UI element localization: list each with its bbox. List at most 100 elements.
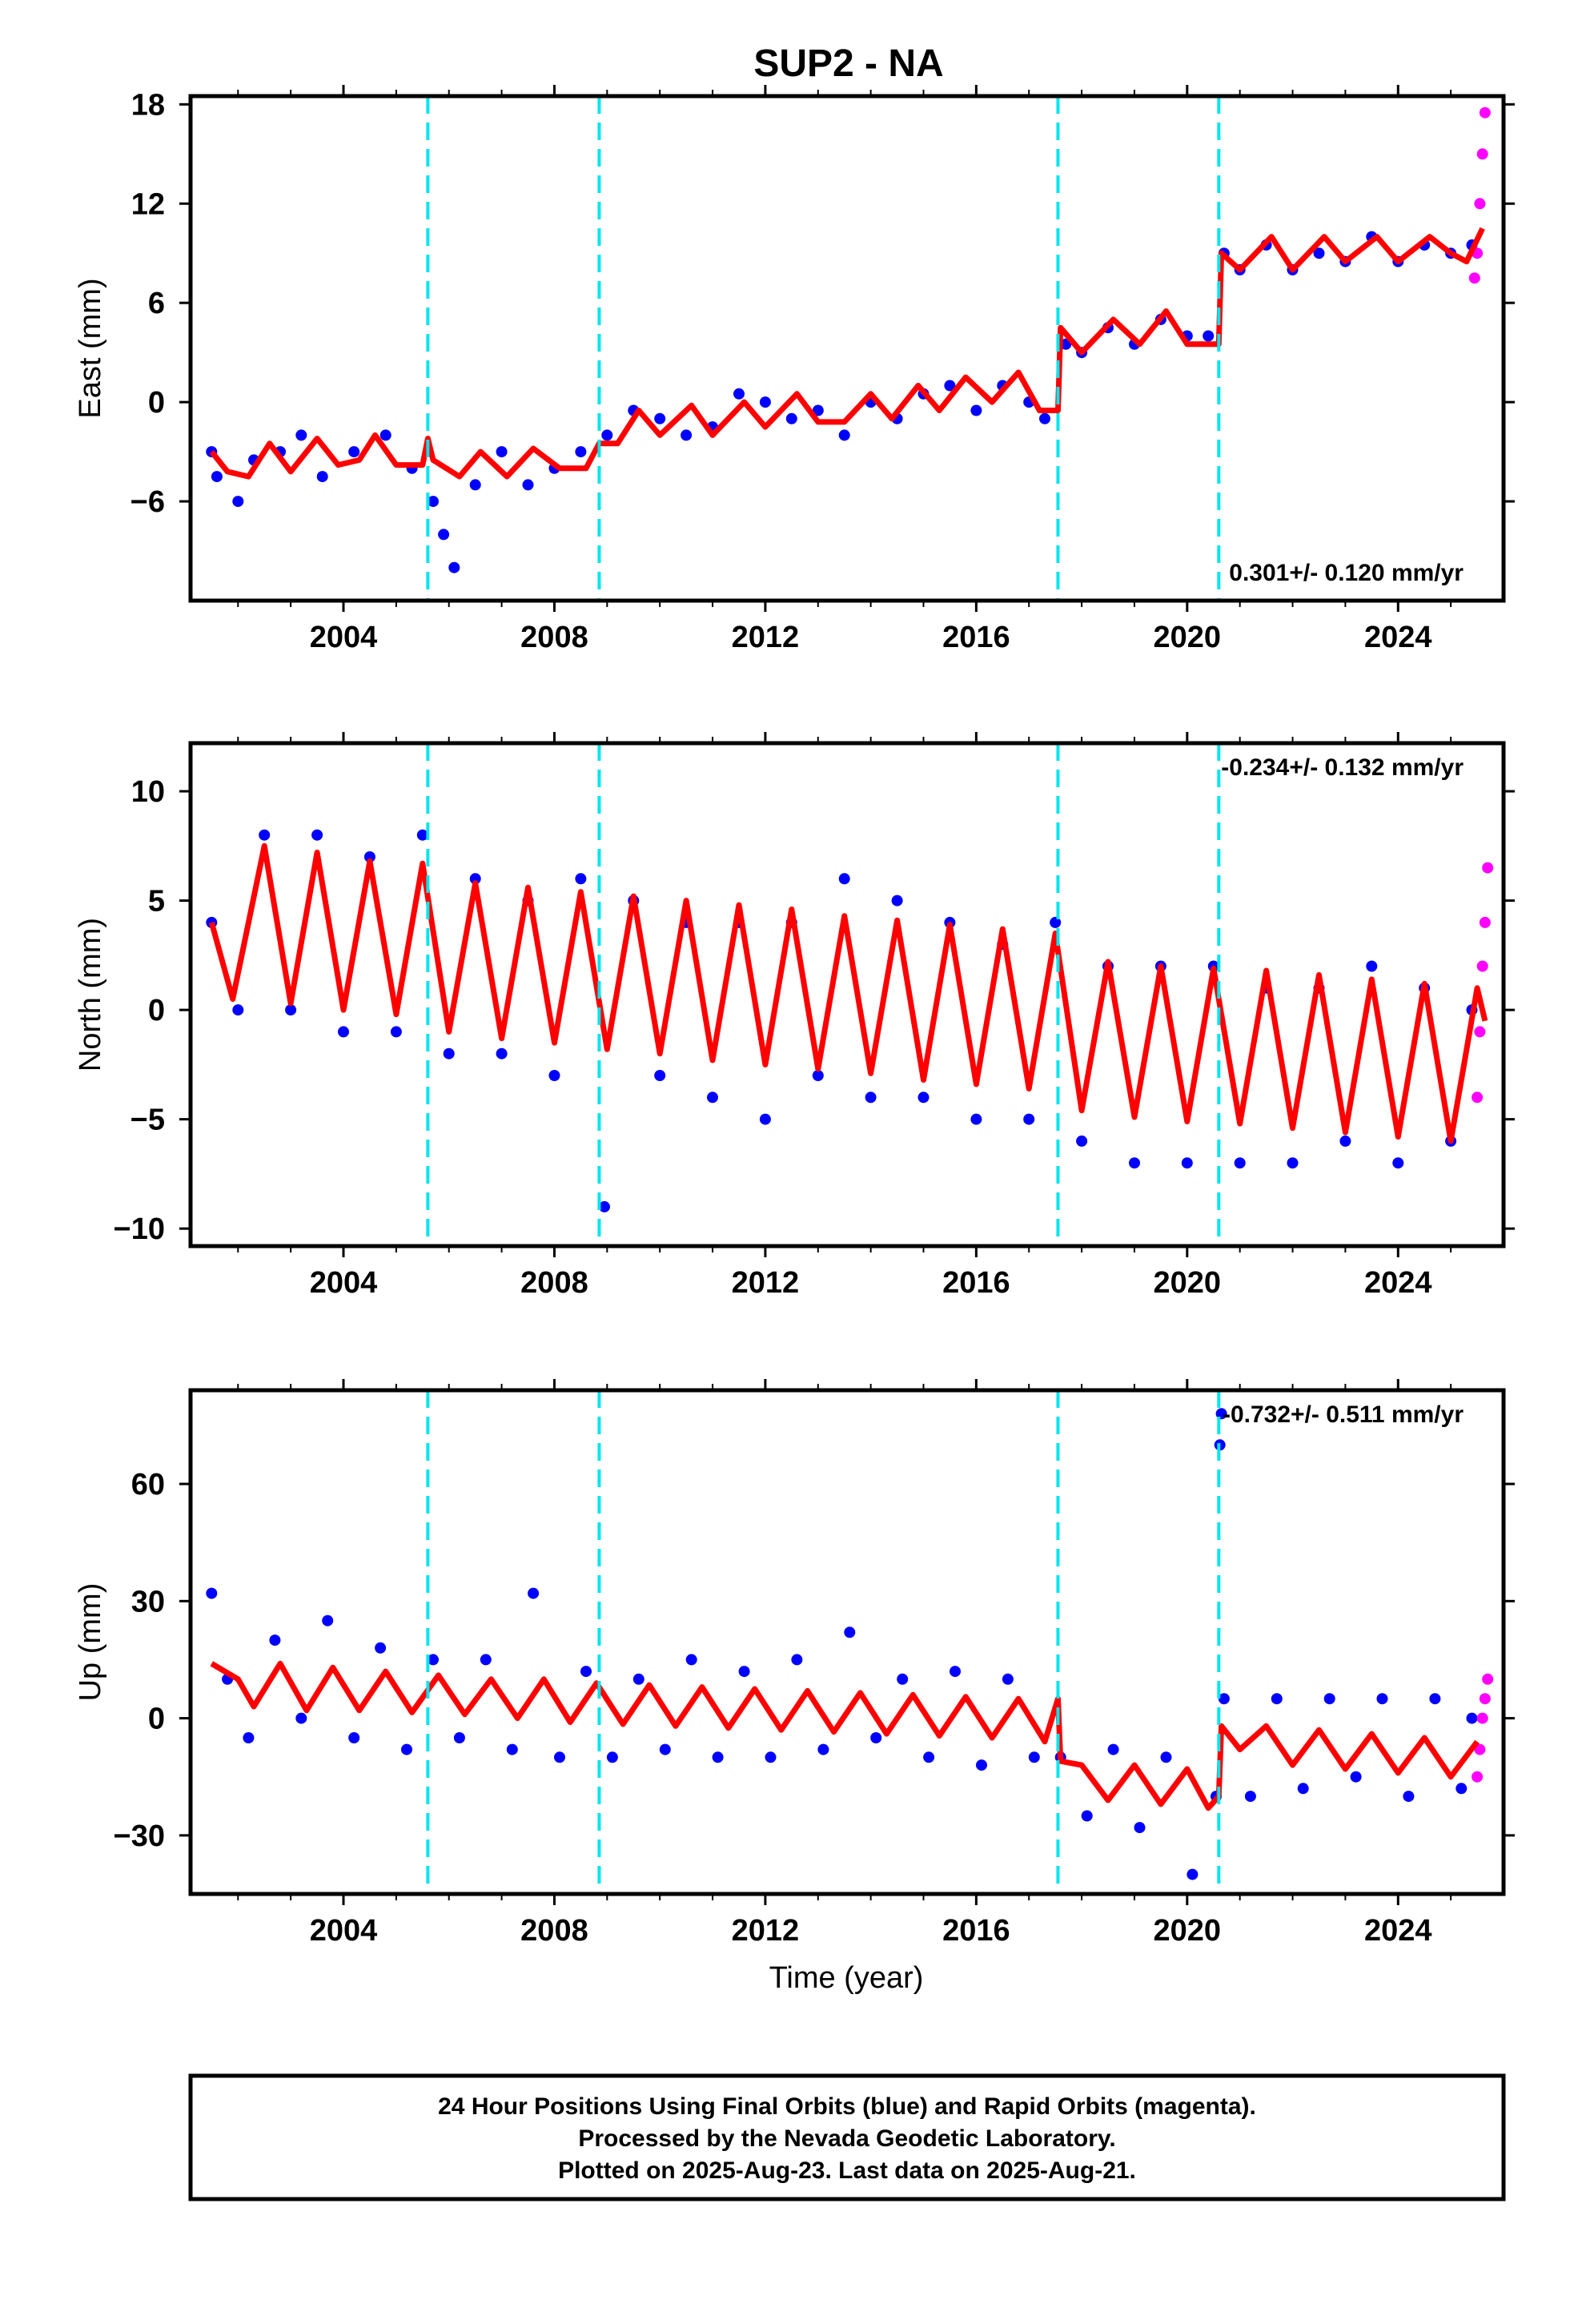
north-panel: 2004 2008 2012 2016 2020 2024 −10 −5 0 5 10 North (… [74,732,1515,1300]
east-y-tick-label: 6 [148,287,165,320]
up-final-point [1218,1693,1230,1705]
up-final-point [1002,1673,1014,1685]
up-frame [188,1388,1506,1896]
east-final-point [681,429,693,441]
north-y-tick-label: 0 [148,994,165,1027]
north-final-point [1023,1113,1035,1125]
up-final-point [1456,1783,1468,1795]
up-panel: 2004 2008 2012 2016 2020 2024 −30 0 30 60 Up (mm) -… [74,1379,1515,1948]
up-final-point [1376,1693,1388,1705]
north-final-point [285,1004,297,1016]
east-final-point [496,446,508,458]
east-y-tick-label: −6 [130,485,165,519]
north-final-point [1181,1157,1193,1169]
up-final-point [375,1642,387,1654]
east-final-point [970,404,982,416]
chart-title: SUP2 - NA [753,42,943,85]
up-final-point [1350,1771,1362,1783]
up-x-tick-label: 2016 [942,1914,1010,1948]
up-y-axis-label: Up (mm) [74,1583,107,1702]
north-final-point [1129,1157,1140,1169]
north-final-point [891,895,903,907]
east-x-tick-label: 2012 [732,621,800,654]
east-x-tick-label: 2008 [520,621,588,654]
up-rapid-point [1472,1771,1484,1783]
up-y-tick-label: 60 [131,1468,165,1502]
north-final-point [599,1200,610,1212]
up-final-point [206,1587,218,1599]
east-rate-label: 0.301+/- 0.120 mm/yr [1229,560,1464,586]
north-final-point [363,851,375,862]
north-final-point [1287,1157,1299,1169]
east-rapid-point [1468,272,1480,284]
up-final-point [1107,1743,1119,1755]
up-final-point [295,1712,307,1724]
east-final-point [1039,412,1050,424]
north-final-point [496,1047,508,1059]
north-final-point [338,1026,349,1038]
north-final-point [1366,960,1378,972]
north-x-tick-label: 2016 [942,1266,1010,1300]
up-final-point [1081,1810,1093,1822]
up-final-point [712,1751,724,1763]
east-final-point [575,446,587,458]
up-y-tick-label: 0 [148,1703,165,1736]
east-final-point [759,396,771,408]
up-final-point [1429,1693,1441,1705]
north-final-point [416,829,428,841]
north-final-point [707,1092,718,1104]
north-final-point [232,1004,244,1016]
east-x-tick-label: 2016 [942,621,1010,654]
up-final-point [1244,1791,1256,1803]
up-final-point [269,1634,281,1647]
up-final-point [950,1666,961,1678]
east-final-point [348,446,360,458]
east-x-tick-label: 2004 [310,621,378,654]
up-final-point [554,1751,565,1763]
up-rapid-point [1474,1743,1486,1755]
east-plot-area [206,107,1491,573]
up-final-point [923,1751,935,1763]
east-final-point [601,429,613,441]
north-rapid-point [1476,960,1488,972]
up-final-point [897,1673,909,1685]
north-y-axis-label: North (mm) [74,918,107,1072]
east-final-point [733,388,745,400]
up-x-tick-label: 2020 [1154,1914,1222,1948]
east-final-point [522,479,534,491]
east-rapid-point [1474,198,1486,210]
east-final-point [428,496,439,508]
up-x-tick-label: 2008 [520,1914,588,1948]
up-rate-label: -0.732+/- 0.511 mm/yr [1223,1401,1464,1428]
north-final-point [917,1092,930,1104]
up-rapid-point [1482,1673,1494,1685]
up-final-point [243,1732,255,1743]
east-final-point [944,380,956,392]
north-final-point [259,829,271,841]
east-y-tick-label: 0 [148,386,165,420]
north-rate-label: -0.234+/- 0.132 mm/yr [1221,754,1464,781]
up-final-point [1186,1868,1199,1880]
north-rapid-point [1472,1092,1484,1104]
east-final-point [211,471,223,483]
north-final-point [865,1092,877,1104]
east-final-point [654,412,666,424]
north-final-point [1392,1157,1404,1169]
north-x-tick-label: 2004 [310,1266,378,1300]
up-final-point [528,1587,540,1599]
up-final-point [1271,1693,1283,1705]
east-final-point [838,429,850,441]
north-final-point [1234,1157,1246,1169]
up-final-point [844,1626,856,1638]
east-y-axis-label: East (mm) [74,278,107,418]
north-y-tick-label: −10 [114,1212,165,1246]
north-model-line [208,842,1488,1144]
up-plot-area [206,1408,1494,1880]
north-y-tick-label: −5 [130,1104,165,1137]
north-y-tick-label: 10 [131,775,165,809]
up-final-point [606,1751,618,1763]
up-final-point [1323,1693,1335,1705]
north-rapid-point [1482,862,1494,874]
north-final-point [548,1070,560,1081]
east-final-point [785,412,797,424]
